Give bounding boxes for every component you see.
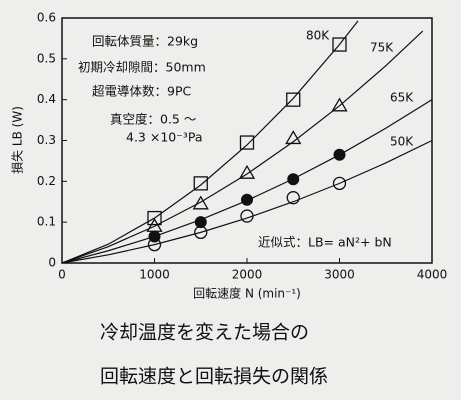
annotation: 回転体質量：29kg: [92, 34, 198, 49]
marker-circle: [286, 191, 300, 205]
marker-square: [193, 176, 208, 191]
fit-curve: [61, 20, 359, 264]
marker-circle: [240, 209, 254, 223]
caption-line: 回転速度と回転損失の関係: [100, 366, 328, 388]
plot-frame: [61, 17, 433, 264]
y-tick-label: 0.3: [37, 133, 56, 147]
marker-circle: [194, 225, 208, 240]
marker-square: [147, 210, 162, 226]
y-axis-label: 損失 LB (W): [10, 106, 25, 174]
x-tick-label: 1000: [139, 268, 170, 282]
annotation: 真空度：0.5 ～: [110, 112, 196, 127]
y-tick-label: 0.5: [37, 51, 56, 65]
series-label: 50K: [390, 135, 414, 149]
y-tick-label: 0.2: [37, 174, 56, 188]
fit-curve: [61, 30, 424, 264]
marker-circle: [332, 176, 347, 191]
marker-square: [332, 37, 347, 52]
annotation: 初期冷却隙間：50mm: [78, 60, 206, 75]
marker-filled-circle: [194, 216, 207, 229]
y-tick-label: 0.1: [37, 215, 56, 229]
marker-square: [286, 92, 301, 107]
series-label: 65K: [390, 91, 414, 105]
annotation: 超電導体数：9PC: [92, 84, 191, 99]
series-label: 80K: [306, 29, 330, 43]
marker-triangle: [238, 164, 256, 179]
fit-curve: [61, 139, 433, 264]
marker-filled-circle: [287, 173, 300, 186]
annotation: 近似式：LB= aN²+ bN: [258, 235, 392, 250]
x-tick-label: 3000: [324, 268, 355, 282]
x-axis-label: 回転速度 N (min⁻¹): [193, 286, 301, 301]
caption-line: 冷却温度を変えた場合の: [100, 322, 309, 344]
y-tick-label: 0: [48, 256, 56, 270]
x-tick-label: 0: [58, 268, 66, 282]
marker-triangle: [331, 97, 348, 112]
y-tick-label: 0.4: [37, 92, 56, 106]
marker-filled-circle: [333, 148, 346, 161]
series-label: 75K: [370, 41, 394, 55]
marker-triangle: [192, 195, 209, 210]
y-tick-label: 0.6: [37, 11, 56, 25]
annotation: 4.3 ×10⁻³Pa: [126, 130, 202, 145]
marker-circle: [147, 237, 162, 252]
x-tick-label: 2000: [232, 268, 263, 282]
marker-square: [239, 135, 255, 150]
x-tick-label: 4000: [417, 268, 448, 282]
marker-filled-circle: [241, 193, 253, 206]
marker-triangle: [285, 130, 302, 145]
